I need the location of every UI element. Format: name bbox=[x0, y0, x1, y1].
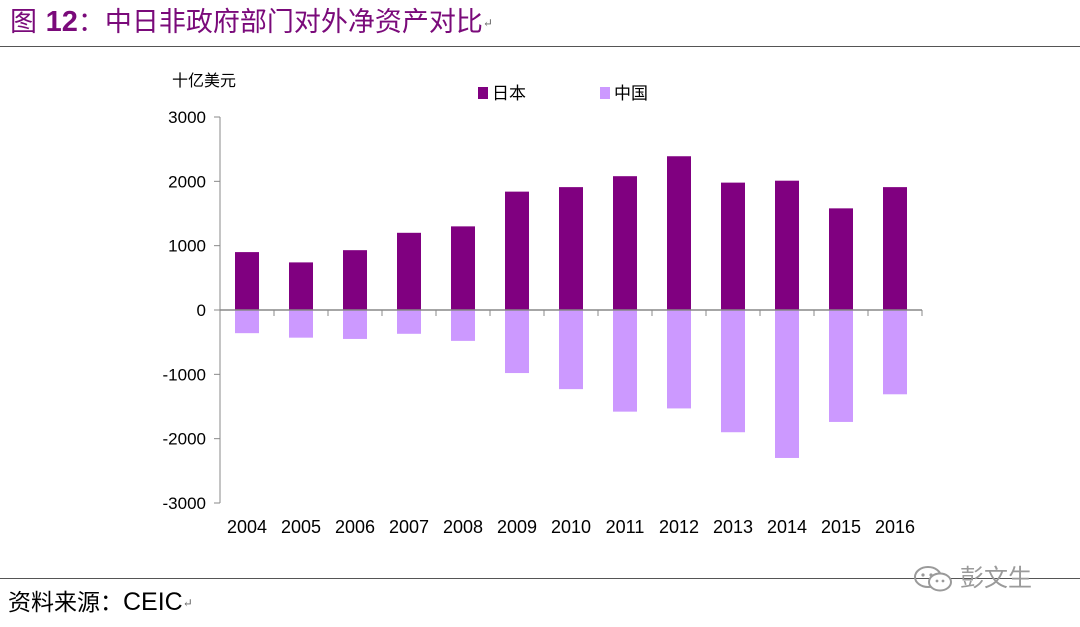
y-tick-label: -2000 bbox=[163, 430, 206, 449]
footer-divider bbox=[0, 578, 1080, 579]
x-tick-label: 2013 bbox=[713, 517, 753, 537]
bar-japan bbox=[235, 252, 259, 310]
y-axis-label: 十亿美元 bbox=[172, 71, 236, 90]
bar-japan bbox=[343, 250, 367, 310]
bar-china bbox=[235, 310, 259, 334]
source-note: 资料来源：CEIC↵ bbox=[8, 585, 193, 619]
bar-china bbox=[397, 310, 421, 334]
bar-chart: 3000 2000 1000 0 -1000 -2000 -3000 十亿美元 2004 2005… bbox=[163, 71, 923, 537]
y-tick-label: 0 bbox=[197, 301, 206, 320]
source-label: 资料来源： bbox=[8, 590, 123, 616]
bar-japan bbox=[451, 226, 475, 310]
bar-japan bbox=[667, 156, 691, 310]
x-tick-label: 2014 bbox=[767, 517, 807, 537]
bar-japan bbox=[883, 187, 907, 310]
y-tick-label: 2000 bbox=[168, 172, 206, 191]
x-tick-label: 2015 bbox=[821, 517, 861, 537]
bar-china bbox=[829, 310, 853, 422]
y-tick-label: 1000 bbox=[168, 237, 206, 256]
title-prefix: 图 bbox=[10, 7, 37, 38]
bar-japan bbox=[505, 191, 529, 310]
bar-china bbox=[613, 310, 637, 412]
bar-china bbox=[451, 310, 475, 341]
bar-japan bbox=[397, 232, 421, 310]
bar-china bbox=[775, 310, 799, 458]
y-tick-label: -1000 bbox=[163, 365, 206, 384]
bar-japan bbox=[559, 187, 583, 310]
y-tick-label: -3000 bbox=[163, 494, 206, 513]
x-tick-label: 2005 bbox=[281, 517, 321, 537]
x-tick-label: 2016 bbox=[875, 517, 915, 537]
bar-china bbox=[883, 310, 907, 395]
legend-label-japan: 日本 bbox=[492, 84, 526, 104]
x-tick-label: 2004 bbox=[227, 517, 267, 537]
legend-swatch-japan bbox=[478, 87, 488, 99]
bar-china bbox=[721, 310, 745, 433]
watermark: 彭文生 bbox=[912, 560, 1032, 596]
bar-japan bbox=[289, 262, 313, 310]
y-tick-label: 3000 bbox=[168, 108, 206, 127]
page-title: 图 12：中日非政府部门对外净资产对比↵ bbox=[10, 2, 493, 42]
source-value: CEIC bbox=[123, 588, 183, 616]
legend-swatch-china bbox=[600, 87, 610, 99]
bar-china bbox=[289, 310, 313, 338]
x-tick-label: 2007 bbox=[389, 517, 429, 537]
bar-china bbox=[667, 310, 691, 409]
paragraph-mark: ↵ bbox=[182, 596, 193, 610]
watermark-text: 彭文生 bbox=[960, 564, 1032, 592]
title-text: ：中日非政府部门对外净资产对比 bbox=[77, 7, 483, 38]
x-tick-label: 2011 bbox=[606, 517, 645, 537]
bar-china bbox=[559, 310, 583, 390]
wechat-icon bbox=[914, 566, 952, 592]
x-tick-label: 2006 bbox=[335, 517, 375, 537]
x-tick-label: 2010 bbox=[551, 517, 591, 537]
legend-label-china: 中国 bbox=[614, 84, 648, 104]
x-tick-label: 2008 bbox=[443, 517, 483, 537]
x-tick-label: 2009 bbox=[497, 517, 537, 537]
title-number: 12 bbox=[45, 6, 78, 38]
bar-china bbox=[343, 310, 367, 339]
bar-japan bbox=[613, 176, 637, 310]
bar-japan bbox=[721, 182, 745, 310]
paragraph-mark: ↵ bbox=[482, 16, 493, 30]
bar-china bbox=[505, 310, 529, 374]
bar-japan bbox=[775, 180, 799, 310]
x-tick-label: 2012 bbox=[659, 517, 699, 537]
bar-japan bbox=[829, 208, 853, 310]
title-divider bbox=[0, 46, 1080, 47]
